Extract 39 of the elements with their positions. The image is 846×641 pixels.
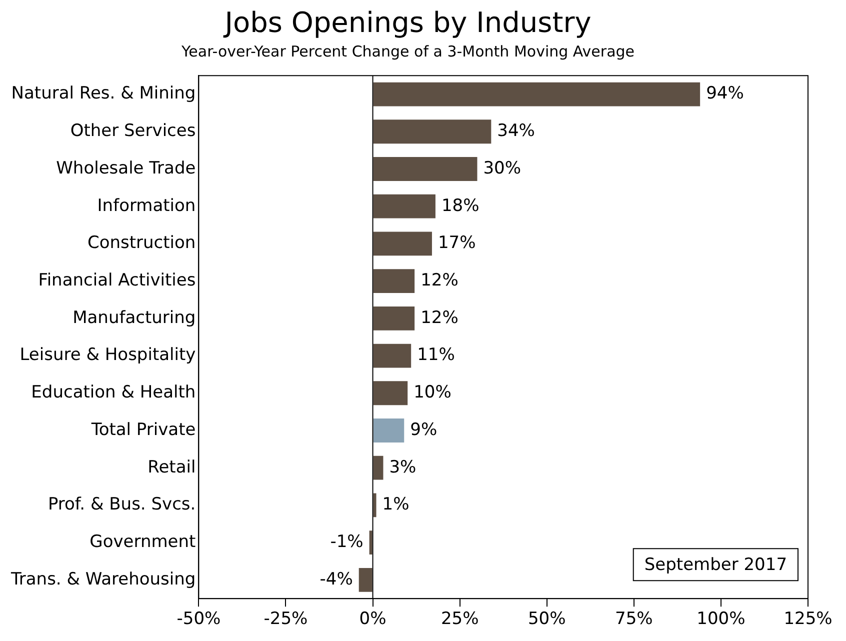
x-tick-label: 50% bbox=[528, 609, 566, 630]
data-label: 30% bbox=[483, 158, 522, 178]
data-label: 94% bbox=[706, 84, 744, 104]
x-tick-label: 25% bbox=[440, 609, 479, 630]
data-label: 1% bbox=[382, 494, 410, 515]
data-label: 17% bbox=[438, 233, 476, 254]
y-tick-label: Trans. & Warehousing bbox=[10, 569, 196, 590]
y-tick-label: Prof. & Bus. Svcs. bbox=[48, 494, 196, 515]
data-label: 12% bbox=[420, 270, 458, 290]
y-tick-label: Total Private bbox=[90, 420, 196, 440]
y-tick-label: Other Services bbox=[70, 121, 196, 142]
y-tick-label: Retail bbox=[148, 457, 196, 478]
x-tick-label: 100% bbox=[696, 609, 746, 630]
x-tick-label: -25% bbox=[264, 609, 308, 630]
data-label: 10% bbox=[414, 382, 452, 403]
data-label: 12% bbox=[420, 308, 458, 328]
data-label: -4% bbox=[320, 569, 353, 590]
y-tick-label: Leisure & Hospitality bbox=[20, 345, 196, 366]
y-tick-label: Financial Activities bbox=[38, 270, 196, 290]
x-tick-label: -50% bbox=[176, 609, 221, 630]
y-tick-label: Education & Health bbox=[31, 382, 196, 403]
y-tick-label: Wholesale Trade bbox=[56, 158, 196, 178]
y-tick-label: Information bbox=[97, 196, 196, 216]
y-tick-label: Construction bbox=[87, 233, 196, 254]
y-tick-label: Natural Res. & Mining bbox=[11, 84, 196, 104]
data-label: -1% bbox=[330, 532, 364, 552]
x-tick-label: 125% bbox=[784, 609, 832, 630]
x-tick-label: 0% bbox=[359, 609, 386, 630]
data-label: 18% bbox=[441, 196, 480, 216]
chart-title: Jobs Openings by Industry bbox=[222, 6, 592, 40]
y-tick-label: Government bbox=[90, 532, 196, 552]
y-tick-label: Manufacturing bbox=[72, 308, 196, 328]
x-tick-label: 75% bbox=[615, 609, 653, 630]
data-label: 11% bbox=[417, 345, 455, 366]
annotation: September 2017 bbox=[644, 555, 788, 576]
data-label: 9% bbox=[410, 420, 438, 440]
data-label: 3% bbox=[389, 457, 416, 478]
chart-subtitle: Year-over-Year Percent Change of a 3-Month Moving Average bbox=[180, 42, 635, 60]
data-label: 34% bbox=[497, 121, 535, 142]
